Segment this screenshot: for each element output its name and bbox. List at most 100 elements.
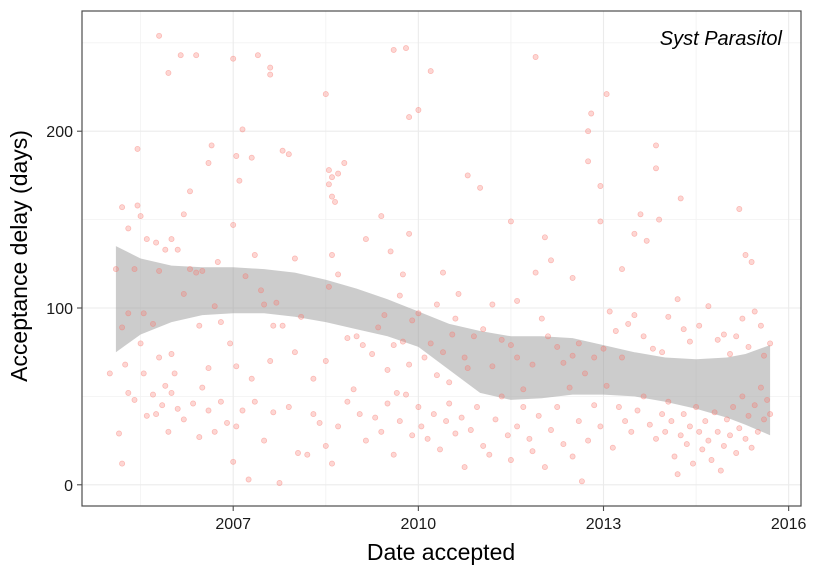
data-point bbox=[597, 183, 604, 189]
data-point bbox=[409, 432, 416, 439]
data-point bbox=[242, 273, 249, 280]
data-point bbox=[597, 218, 604, 225]
data-point bbox=[187, 266, 193, 273]
data-point bbox=[754, 428, 761, 435]
data-point bbox=[233, 423, 240, 430]
data-point bbox=[653, 142, 659, 149]
data-point bbox=[680, 326, 687, 333]
x-tick-label: 2013 bbox=[586, 516, 622, 533]
data-point bbox=[217, 398, 224, 405]
data-point bbox=[739, 315, 746, 322]
data-point bbox=[267, 64, 274, 71]
data-point bbox=[205, 160, 212, 166]
data-point bbox=[230, 221, 237, 228]
data-point bbox=[711, 409, 718, 416]
data-point bbox=[677, 432, 684, 439]
data-point bbox=[578, 478, 585, 485]
data-point bbox=[545, 333, 551, 340]
data-point bbox=[131, 396, 138, 403]
data-point bbox=[486, 451, 493, 458]
data-point bbox=[761, 416, 767, 423]
data-point bbox=[619, 266, 625, 273]
data-point bbox=[585, 437, 592, 444]
data-point bbox=[134, 202, 141, 209]
data-point bbox=[325, 283, 332, 290]
data-point bbox=[350, 386, 357, 393]
data-point bbox=[569, 453, 576, 460]
data-point bbox=[403, 391, 409, 398]
data-point bbox=[208, 142, 215, 149]
data-point bbox=[492, 416, 499, 423]
data-point bbox=[119, 460, 126, 467]
data-point bbox=[498, 393, 505, 400]
data-point bbox=[190, 400, 197, 407]
data-point bbox=[162, 246, 169, 253]
data-point bbox=[171, 370, 178, 377]
y-axis-ticks: 0 100 200 bbox=[46, 124, 82, 495]
data-point bbox=[628, 428, 635, 435]
data-point bbox=[477, 184, 484, 191]
data-point bbox=[548, 427, 554, 433]
data-point bbox=[622, 418, 629, 425]
data-point bbox=[390, 451, 397, 458]
data-points bbox=[106, 32, 774, 486]
smooth-confidence-band bbox=[115, 246, 771, 436]
data-point bbox=[612, 328, 619, 334]
data-point bbox=[415, 404, 422, 410]
data-point bbox=[720, 442, 727, 449]
data-point bbox=[424, 435, 431, 442]
data-point bbox=[325, 181, 332, 188]
data-point bbox=[690, 460, 696, 467]
data-point bbox=[588, 110, 595, 117]
data-point bbox=[322, 442, 329, 449]
data-point bbox=[193, 269, 200, 276]
data-point bbox=[674, 471, 681, 478]
data-point bbox=[480, 326, 487, 333]
data-point bbox=[396, 292, 403, 299]
data-point bbox=[548, 257, 554, 264]
data-point bbox=[125, 310, 132, 317]
data-point bbox=[211, 303, 218, 310]
data-point bbox=[541, 464, 548, 471]
data-point bbox=[686, 423, 693, 430]
data-point bbox=[489, 363, 496, 370]
data-point bbox=[739, 393, 746, 400]
data-point bbox=[554, 404, 561, 410]
data-point bbox=[640, 393, 647, 400]
data-point bbox=[406, 230, 413, 237]
data-point bbox=[174, 405, 181, 412]
data-point bbox=[165, 69, 172, 76]
data-point bbox=[251, 252, 258, 258]
data-point bbox=[205, 365, 212, 372]
data-point bbox=[140, 370, 147, 377]
data-point bbox=[335, 423, 342, 430]
x-tick-label: 2007 bbox=[215, 516, 251, 533]
data-point bbox=[230, 55, 237, 62]
data-point bbox=[714, 336, 721, 343]
panel-border bbox=[81, 10, 802, 507]
data-point bbox=[507, 218, 514, 225]
data-point bbox=[529, 448, 536, 455]
data-point bbox=[569, 274, 576, 281]
data-point bbox=[452, 315, 459, 322]
data-point bbox=[764, 396, 771, 403]
data-point bbox=[631, 230, 638, 237]
data-point bbox=[665, 313, 672, 320]
data-point bbox=[582, 370, 588, 377]
journal-annotation: Syst Parasitol bbox=[660, 28, 783, 50]
data-point bbox=[662, 428, 669, 435]
data-point bbox=[736, 425, 743, 432]
data-point bbox=[156, 267, 163, 274]
data-point bbox=[233, 153, 240, 159]
data-point bbox=[239, 126, 246, 133]
data-point bbox=[653, 435, 659, 442]
data-point bbox=[440, 349, 446, 356]
data-point bbox=[748, 444, 755, 451]
data-point bbox=[267, 358, 274, 364]
data-point bbox=[291, 349, 298, 356]
data-point bbox=[507, 457, 514, 463]
data-point bbox=[461, 354, 468, 361]
data-point bbox=[205, 407, 212, 414]
data-point bbox=[560, 441, 567, 448]
data-point bbox=[659, 349, 666, 356]
